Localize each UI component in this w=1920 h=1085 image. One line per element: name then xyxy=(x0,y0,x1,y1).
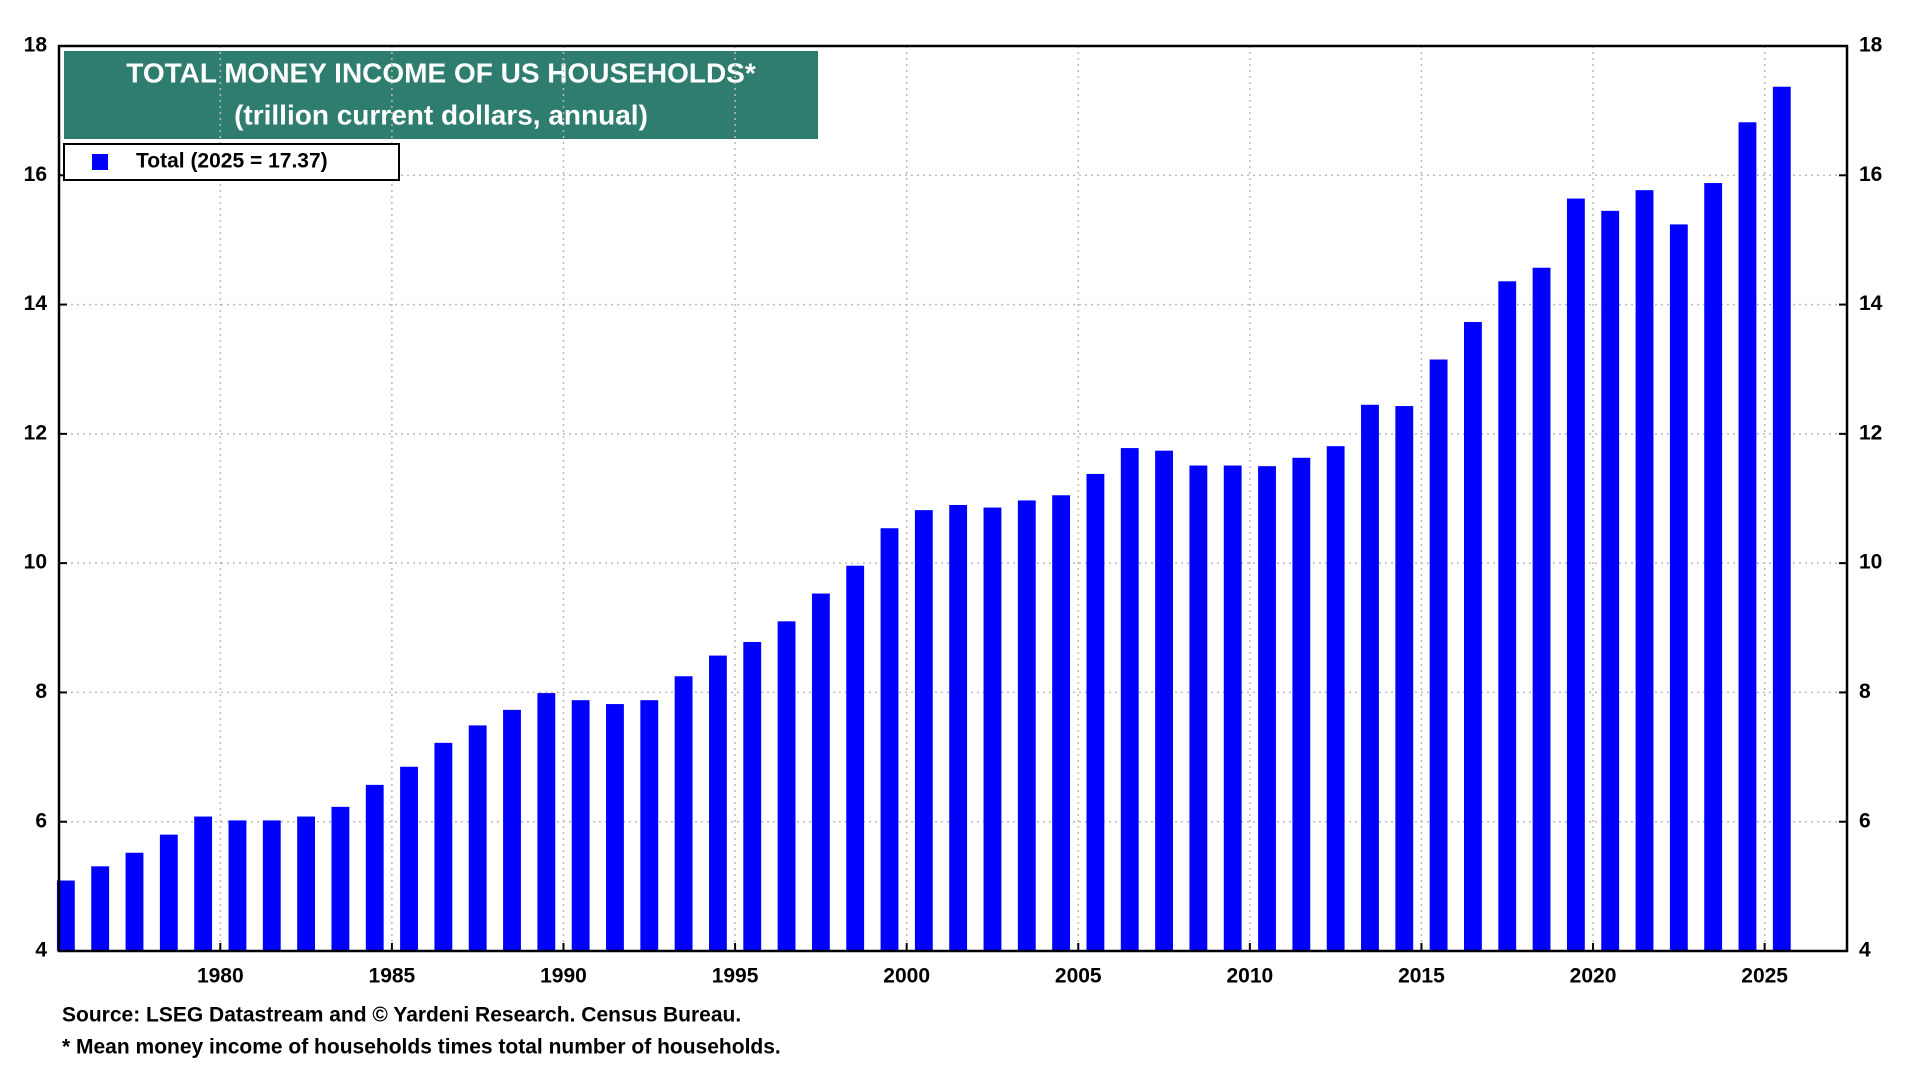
title-box xyxy=(64,51,818,139)
footnote: * Mean money income of households times … xyxy=(62,1036,781,1059)
y-tick-label: 18 xyxy=(24,34,48,57)
chart-title: TOTAL MONEY INCOME OF US HOUSEHOLDS* xyxy=(126,57,756,88)
bar xyxy=(777,621,796,951)
bar xyxy=(365,784,384,951)
y-tick-label: 10 xyxy=(24,551,47,574)
y2-tick-label: 12 xyxy=(1859,421,1882,444)
bar xyxy=(468,725,487,951)
y-tick-label: 4 xyxy=(35,939,47,962)
bar xyxy=(708,655,727,951)
x-tick-label: 2000 xyxy=(883,965,930,988)
bar xyxy=(743,642,762,951)
x-tick-label: 2010 xyxy=(1226,965,1273,988)
bar xyxy=(1189,465,1208,951)
bar xyxy=(434,742,453,951)
bar xyxy=(1292,457,1311,951)
bar xyxy=(1601,210,1620,951)
bar xyxy=(1326,446,1345,951)
legend-label: Total (2025 = 17.37) xyxy=(136,150,328,173)
bar xyxy=(1635,190,1654,951)
bar xyxy=(228,820,247,951)
x-tick-label: 2015 xyxy=(1398,965,1445,988)
legend-bg xyxy=(63,143,400,181)
bar xyxy=(91,866,110,951)
y2-tick-label: 8 xyxy=(1859,680,1871,703)
bar xyxy=(159,834,178,951)
x-tick-label: 1995 xyxy=(712,965,759,988)
bar xyxy=(1017,500,1036,951)
bar xyxy=(262,820,281,951)
bar xyxy=(56,880,75,951)
bar xyxy=(400,766,418,951)
bar xyxy=(1498,281,1517,951)
bar xyxy=(1464,322,1482,951)
bar xyxy=(1120,448,1139,951)
bar xyxy=(640,700,659,951)
y-tick-label: 14 xyxy=(24,292,48,315)
x-tick-label: 2020 xyxy=(1570,965,1617,988)
bar xyxy=(983,507,1002,951)
bar xyxy=(1258,466,1276,951)
y2-tick-label: 10 xyxy=(1859,551,1882,574)
y2-tick-label: 14 xyxy=(1859,292,1883,315)
x-tick-label: 2025 xyxy=(1741,965,1788,988)
x-tick-label: 1980 xyxy=(197,965,244,988)
y-tick-label: 6 xyxy=(35,809,47,832)
source-note: Source: LSEG Datastream and © Yardeni Re… xyxy=(62,1004,741,1027)
bar xyxy=(846,565,865,951)
bar xyxy=(1155,450,1173,951)
y-tick-label: 12 xyxy=(24,421,47,444)
bar xyxy=(1361,404,1379,952)
bar xyxy=(503,709,521,951)
bar xyxy=(1669,224,1688,951)
bar xyxy=(1086,473,1105,951)
bar xyxy=(1532,267,1551,952)
bar xyxy=(949,504,968,951)
bar xyxy=(811,593,830,951)
x-tick-label: 1985 xyxy=(369,965,416,988)
bar xyxy=(125,852,144,951)
bar xyxy=(331,806,350,951)
y2-tick-label: 18 xyxy=(1859,34,1883,57)
bar xyxy=(1223,465,1242,951)
bar xyxy=(1738,122,1757,952)
bar xyxy=(1395,406,1414,952)
bar xyxy=(537,693,556,951)
y2-tick-label: 6 xyxy=(1859,809,1871,832)
bar xyxy=(1429,359,1448,952)
bar xyxy=(606,704,624,951)
y2-tick-label: 4 xyxy=(1859,939,1871,962)
legend-swatch xyxy=(92,154,108,170)
bar xyxy=(297,816,316,951)
plot-frame xyxy=(57,44,1849,953)
bar xyxy=(880,528,899,951)
y-tick-label: 8 xyxy=(35,680,47,703)
bar xyxy=(1704,183,1723,952)
bar xyxy=(914,510,933,951)
y-tick-label: 16 xyxy=(24,163,47,186)
bar xyxy=(674,676,693,951)
x-tick-label: 1990 xyxy=(540,965,587,988)
y2-tick-label: 16 xyxy=(1859,163,1882,186)
chart-subtitle: (trillion current dollars, annual) xyxy=(234,99,648,130)
bar xyxy=(1566,198,1585,952)
bar xyxy=(194,816,213,951)
bar xyxy=(1772,86,1791,952)
x-tick-label: 2005 xyxy=(1055,965,1102,988)
bar xyxy=(571,700,590,951)
bar xyxy=(1052,495,1071,951)
